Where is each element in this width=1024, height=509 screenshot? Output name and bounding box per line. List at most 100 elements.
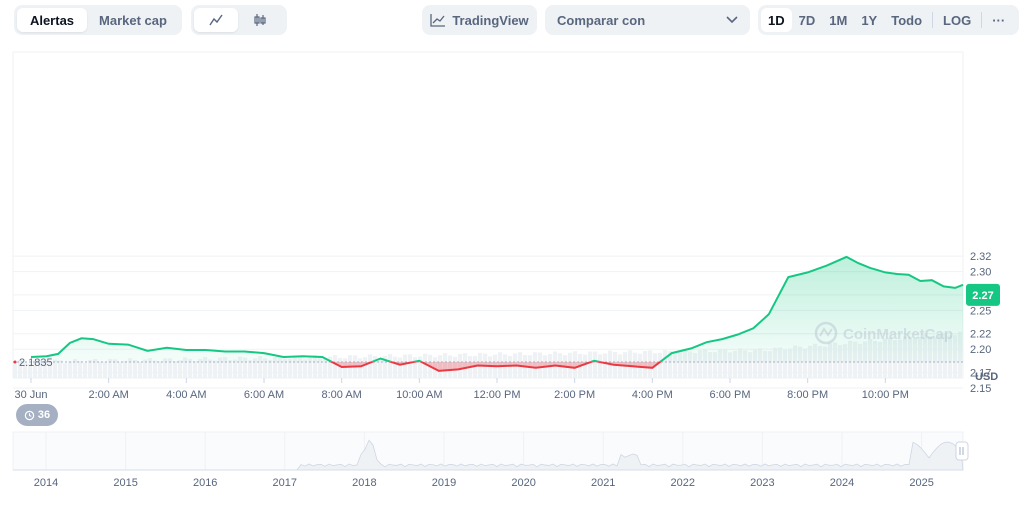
volume-bar [588,351,593,378]
navigator-tick-label: 2024 [830,477,854,489]
divider [981,12,983,28]
chart-toolbar: Alertas Market cap TradingView Comparar … [0,0,1024,40]
volume-bar [673,353,678,378]
baseline-label: 2.1835 [13,357,53,369]
navigator-tick-label: 2017 [273,477,297,489]
volume-bar [88,360,93,378]
compare-dropdown[interactable]: Comparar con [545,5,750,35]
volume-bar [263,358,268,378]
volume-bar [43,362,48,378]
volume-bar [678,351,683,378]
volume-bar [108,358,113,378]
range-todo[interactable]: Todo [891,12,923,28]
y-tick-label: 2.22 [970,329,991,341]
volume-bar [423,353,428,378]
volume-bar [278,356,283,378]
history-badge[interactable]: 36 [16,404,58,426]
range-1y[interactable]: 1Y [861,12,878,28]
volume-bar [208,359,213,378]
watermark-text: CoinMarketCap [843,326,953,343]
volume-bar [393,356,398,378]
tab-alertas[interactable]: Alertas [17,8,87,32]
volume-bar [103,362,108,378]
volume-bar [738,348,743,378]
range-7d[interactable]: 7D [798,12,816,28]
volume-bar [758,348,763,378]
volume-bar [83,362,88,378]
navigator-handle[interactable] [955,441,969,461]
candlestick-icon [254,14,266,26]
volume-bar [693,353,698,378]
tab-market-cap[interactable]: Market cap [99,12,167,28]
volume-bar [148,357,153,378]
volume-bar [508,356,513,378]
log-scale-button[interactable]: LOG [943,12,972,28]
volume-bar [778,347,783,378]
tradingview-button[interactable]: TradingView [422,5,537,35]
view-tabs: Alertas Market cap [14,5,182,35]
volume-bar [163,358,168,378]
volume-bar [178,360,183,378]
navigator-tick-label: 2023 [750,477,774,489]
time-range-selector: 1D 7D 1M 1Y Todo LOG ··· [758,5,1019,35]
volume-bar [368,354,373,378]
volume-bar [603,353,608,378]
x-tick-label: 4:00 PM [632,389,673,401]
volume-bar [713,352,718,378]
volume-bar [783,350,788,378]
volume-bar [743,350,748,378]
volume-bar [48,362,53,378]
volume-bar [18,359,23,378]
volume-bar [73,359,78,378]
y-tick-label: 2.30 [970,267,991,279]
volume-bar [803,348,808,378]
price-line [30,255,964,372]
volume-bar [248,360,253,378]
volume-bar [258,356,263,378]
volume-bar [273,356,278,378]
candlestick-button[interactable] [238,8,282,32]
navigator-panel[interactable] [12,431,964,471]
volume-bar [363,357,368,378]
y-tick-label: 2.17 [970,367,991,379]
more-options-button[interactable]: ··· [992,12,1006,28]
volume-bar [313,355,318,378]
volume-bar [53,359,58,378]
volume-bar [728,352,733,378]
volume-bar [403,354,408,378]
history-icon [24,410,35,420]
volume-bar [788,348,793,378]
baseline-dot [13,360,17,364]
range-1d[interactable]: 1D [761,8,792,32]
volume-bar [328,356,333,378]
volume-bar [668,350,673,378]
x-tick-label: 2:00 PM [554,389,595,401]
volume-bar [593,351,598,378]
volume-bar [413,357,418,378]
navigator-tick-label: 2018 [352,477,376,489]
navigator-tick-label: 2015 [113,477,137,489]
volume-bar [708,352,713,378]
volume-bar [343,358,348,378]
volume-bar [228,360,233,378]
volume-bar [173,361,178,378]
navigator-tick-label: 2016 [193,477,217,489]
navigator-tick-label: 2021 [591,477,615,489]
current-price-value: 2.27 [972,290,993,302]
tradingview-icon [430,14,446,27]
volume-bar [293,355,298,378]
volume-bar [123,360,128,378]
divider [932,12,934,28]
volume-bar [408,354,413,378]
volume-bar [198,358,203,378]
volume-bar [283,358,288,378]
range-1m[interactable]: 1M [829,12,848,28]
line-chart-button[interactable] [194,8,238,32]
baseline-value: 2.1835 [19,357,53,369]
line-up [30,255,964,363]
volume-bar [418,356,423,378]
x-tick-label: 10:00 PM [862,389,909,401]
volume-bar [773,347,778,378]
volume-bar [143,359,148,378]
